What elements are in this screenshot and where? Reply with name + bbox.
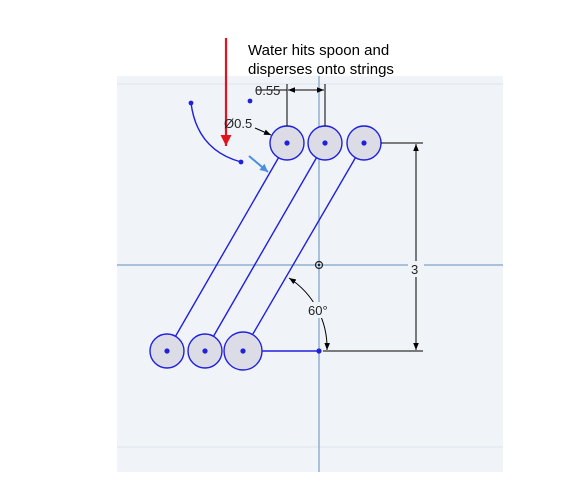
annotation-line-1: Water hits spoon and — [248, 42, 389, 59]
spoon-center-point[interactable] — [247, 98, 253, 104]
diameter-dimension[interactable]: Ø0.5 — [224, 116, 272, 136]
spacing-dimension-label[interactable]: 0.55 — [255, 83, 280, 98]
string-line[interactable] — [204, 142, 326, 352]
height-dimension-label[interactable]: 3 — [411, 262, 418, 277]
sketch-point[interactable] — [240, 348, 246, 354]
origin-marker-dot — [317, 263, 321, 267]
string-line[interactable] — [242, 142, 365, 352]
sketch-point[interactable] — [361, 140, 367, 146]
sketch-point[interactable] — [164, 348, 170, 354]
spoon-endpoint[interactable] — [238, 159, 244, 165]
spacing-dimension[interactable]: 0.55 — [255, 83, 326, 126]
angle-label-background — [304, 302, 334, 318]
string-line[interactable] — [166, 142, 288, 352]
spoon-arc[interactable] — [190, 102, 242, 163]
height-dimension[interactable]: 3 — [323, 142, 424, 352]
sketch-point[interactable] — [322, 140, 328, 146]
angle-dimension-label[interactable]: 60° — [308, 303, 328, 318]
sketch-point[interactable] — [284, 140, 290, 146]
spoon-endpoint[interactable] — [188, 100, 194, 106]
disperse-arrow — [248, 155, 269, 173]
angle-dimension[interactable]: 60° — [288, 277, 334, 351]
origin-marker[interactable] — [314, 260, 324, 270]
height-label-background — [408, 261, 424, 277]
diameter-leader — [254, 127, 272, 136]
sketch-point[interactable] — [316, 348, 322, 354]
sketch-point[interactable] — [202, 348, 208, 354]
annotation-line-2: disperses onto strings — [248, 61, 394, 78]
diameter-dimension-label[interactable]: Ø0.5 — [224, 116, 252, 131]
